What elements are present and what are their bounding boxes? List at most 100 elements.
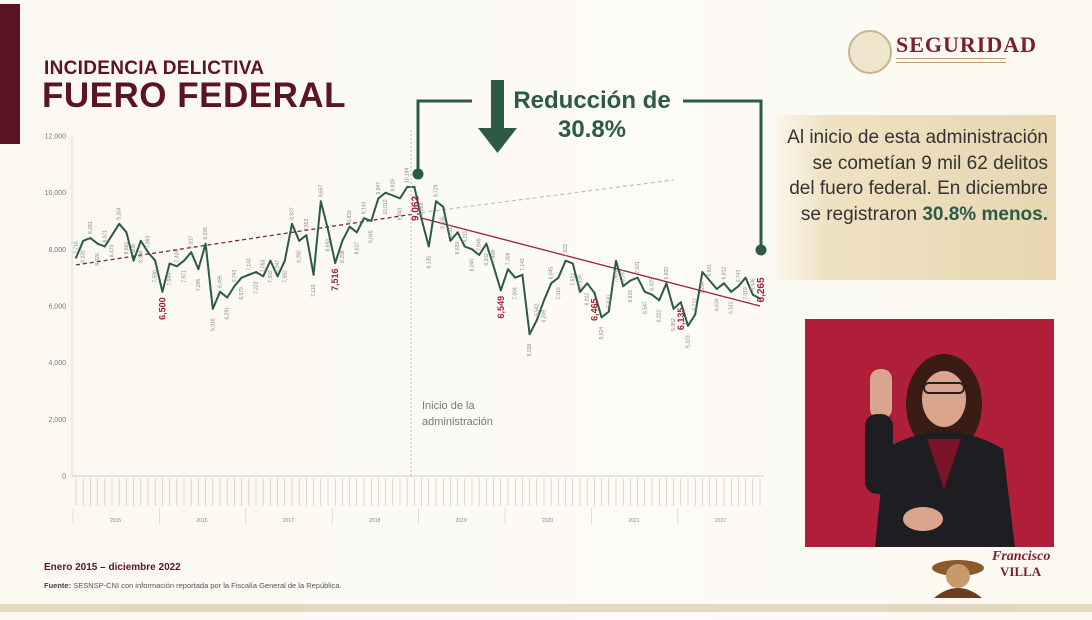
data-point <box>125 231 128 234</box>
end-value-label: 6,265 <box>756 277 767 302</box>
data-label: 8,937 <box>290 207 296 220</box>
data-point <box>499 289 502 292</box>
data-point <box>413 186 416 188</box>
data-point <box>391 194 394 197</box>
y-tick-label: 12,000 <box>45 134 67 141</box>
data-point <box>442 205 445 208</box>
highlight-label: 6,135 <box>676 308 686 331</box>
data-point <box>334 262 337 264</box>
data-point <box>363 217 365 220</box>
highlight-label: 6,465 <box>589 298 599 321</box>
data-point <box>204 242 207 245</box>
info-text-main: Al inicio de esta administración se come… <box>787 127 1048 225</box>
data-label: 7,716 <box>74 241 80 254</box>
data-point <box>197 268 200 271</box>
data-point <box>168 262 171 265</box>
data-point <box>190 251 193 254</box>
data-label: 8,202 <box>484 253 490 266</box>
data-label: 7,295 <box>196 278 202 291</box>
data-point <box>463 245 466 248</box>
data-label: 7,849 <box>477 238 483 251</box>
data-point <box>557 276 560 279</box>
data-label: 8,226 <box>203 227 209 240</box>
data-label: 6,901 <box>707 264 713 277</box>
data-label: 6,291 <box>225 307 231 320</box>
start-point-marker <box>412 168 424 180</box>
data-point <box>723 282 725 285</box>
data-point <box>586 282 589 285</box>
data-label: 7,623 <box>563 244 569 257</box>
y-tick-label: 6,000 <box>48 304 66 311</box>
data-label: 6,446 <box>750 278 756 291</box>
data-point <box>607 310 610 313</box>
data-label: 7,592 <box>282 270 288 283</box>
data-point <box>327 228 329 231</box>
x-year-label: 2021 <box>628 518 639 524</box>
data-point <box>262 275 265 278</box>
data-point <box>269 259 272 262</box>
data-point <box>694 313 697 316</box>
data-label: 8,281 <box>88 221 94 234</box>
data-point <box>384 191 387 194</box>
data-point <box>427 245 430 248</box>
data-point <box>679 301 682 304</box>
data-point <box>485 242 488 245</box>
data-label: 8,553 <box>304 218 310 231</box>
data-label: 8,071 <box>102 230 108 243</box>
data-point <box>118 222 121 225</box>
trend-line-pre <box>75 213 415 266</box>
data-point <box>89 237 92 239</box>
x-year-label: 2015 <box>110 518 121 524</box>
data-label: 8,617 <box>354 242 360 255</box>
data-point <box>672 307 675 310</box>
footer-source: Fuente: SESNSP-CNI con información repor… <box>44 581 342 590</box>
data-label: 6,845 <box>549 267 555 280</box>
data-label: 5,952 <box>671 318 677 331</box>
data-label: 6,812 <box>722 267 728 280</box>
data-label: 6,512 <box>729 301 735 314</box>
data-point <box>643 290 646 293</box>
data-label: 5,830 <box>606 295 612 308</box>
logo-subtitle-lines <box>896 58 1006 63</box>
data-point <box>82 239 85 242</box>
data-point <box>240 276 243 279</box>
trend-line-post <box>421 217 761 307</box>
data-label: 6,520 <box>578 275 584 288</box>
data-label: 6,425 <box>650 278 656 291</box>
data-point <box>708 279 711 282</box>
data-label: 7,019 <box>743 287 749 300</box>
info-text: Al inicio de esta administración se come… <box>786 125 1048 227</box>
data-point <box>147 251 149 254</box>
data-label: 7,590 <box>153 270 159 283</box>
data-label: 8,226 <box>95 253 101 266</box>
data-point <box>528 333 531 336</box>
reduction-callout-text: Reducción de 30.8% <box>513 87 671 143</box>
data-label: 5,624 <box>599 327 605 340</box>
admin-start-label-2: administración <box>422 416 493 428</box>
data-label: 7,544 <box>167 273 173 286</box>
data-point <box>737 285 740 288</box>
data-point <box>622 285 625 288</box>
data-label: 6,812 <box>585 293 591 306</box>
data-point <box>701 271 704 273</box>
data-point <box>615 259 617 262</box>
data-point <box>183 259 185 262</box>
highlight-label: 6,500 <box>157 297 167 320</box>
data-label: 8,639 <box>455 242 461 255</box>
data-point <box>355 231 358 234</box>
data-label: 9,264 <box>117 207 123 220</box>
data-label: 6,915 <box>628 290 634 303</box>
data-point <box>219 290 221 293</box>
data-point <box>132 259 135 262</box>
data-label: 7,408 <box>491 250 497 263</box>
data-label: 9,536 <box>441 216 447 229</box>
brand-name-last: VILLA <box>1000 564 1042 579</box>
data-label: 7,571 <box>182 270 188 283</box>
x-year-label: 2022 <box>715 518 726 524</box>
footer-source-text: SESNSP-CNI con información reportada por… <box>73 581 342 590</box>
highlight-label: 6,549 <box>496 296 506 319</box>
data-label: 8,292 <box>297 250 303 263</box>
data-point <box>658 299 661 302</box>
data-point <box>751 293 754 296</box>
